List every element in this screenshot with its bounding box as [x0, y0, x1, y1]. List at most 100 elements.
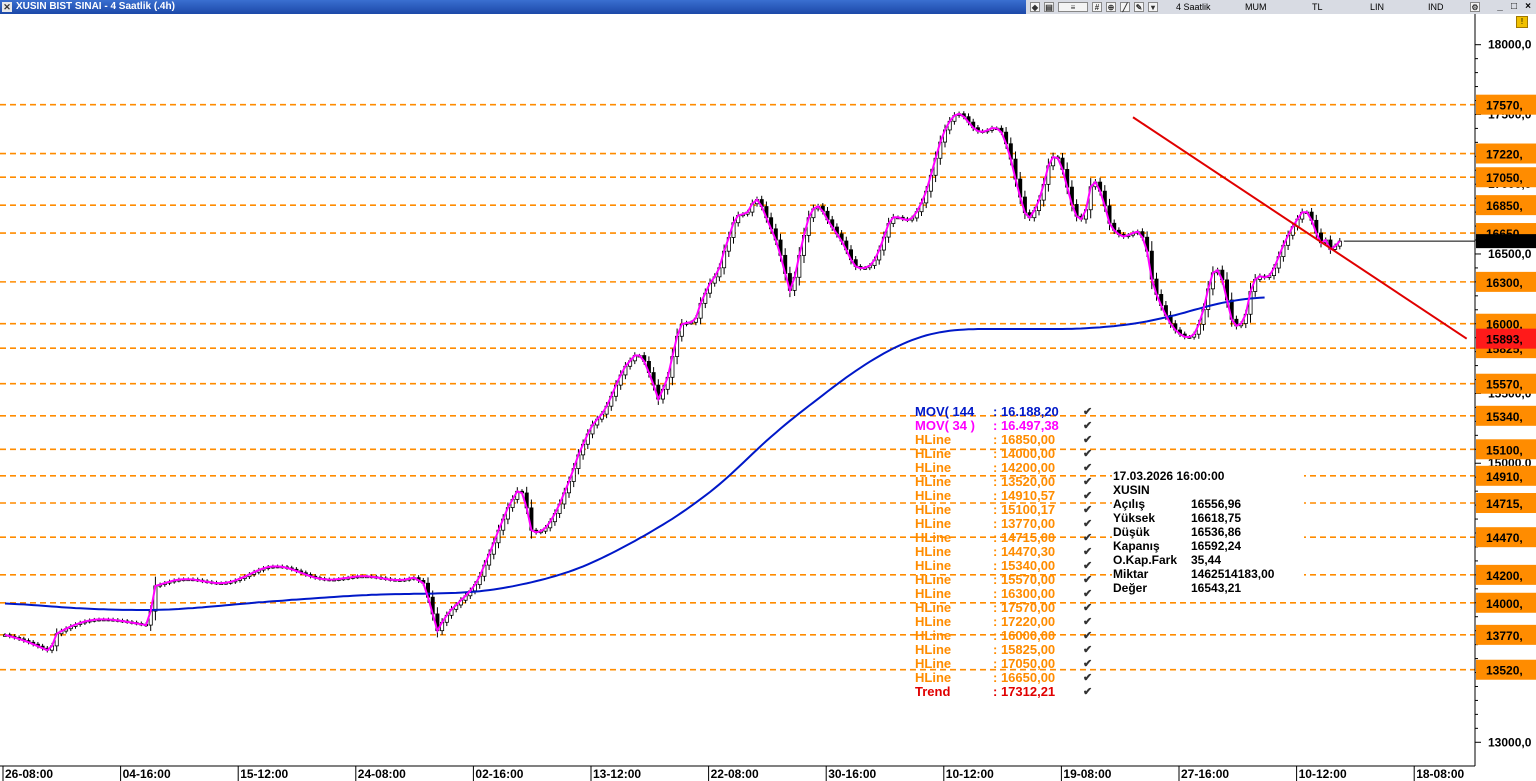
hline-label-5: 16300,: [1486, 276, 1523, 290]
legend-value: : 14000,00: [993, 446, 1056, 461]
visibility-check-icon[interactable]: ✔: [1083, 434, 1093, 446]
hline-label-13: 14470,: [1486, 531, 1523, 545]
legend-value: : 13520,00: [993, 474, 1056, 489]
info-value: 35,44: [1191, 553, 1222, 567]
legend-label: HLine: [915, 474, 952, 489]
visibility-check-icon[interactable]: ✔: [1083, 560, 1093, 572]
indicator-list-icon[interactable]: ≡: [1058, 2, 1088, 12]
legend-value: : 16.497,38: [993, 418, 1059, 433]
y-tick-label-0: 18000,0: [1488, 38, 1532, 52]
x-axis-labels: 26-08:00 04-16:00 15-12:00 24-08:00 02-16:00…: [2, 766, 1465, 781]
close-button[interactable]: ×: [1522, 1, 1534, 13]
chevron-down-icon[interactable]: ▾: [1148, 2, 1158, 12]
indicator-selector[interactable]: IND: [1428, 2, 1444, 12]
legend-value: : 13770,00: [993, 516, 1056, 531]
legend-label: HLine: [915, 446, 952, 461]
hline-label-9: 15340,: [1486, 410, 1523, 424]
hline-label-13-bg: [1476, 527, 1536, 548]
legend-value: : 15340,00: [993, 558, 1056, 573]
legend-value: : 14910,57: [993, 488, 1056, 503]
hline-label-14-bg: [1476, 564, 1536, 585]
legend-value: : 16850,00: [993, 432, 1056, 447]
hline-label-3: 16850,: [1486, 199, 1523, 213]
hline-label-0: 17570,: [1486, 99, 1523, 113]
info-value: 16618,75: [1191, 511, 1242, 525]
visibility-check-icon[interactable]: ✔: [1083, 672, 1093, 684]
info-key: Kapanış: [1113, 539, 1160, 553]
info-row: Kapanış 16592,24: [1112, 539, 1304, 553]
price-chart[interactable]: 18000,017500,017000,016500,016000,015500…: [0, 14, 1536, 781]
visibility-check-icon[interactable]: ✔: [1083, 616, 1093, 628]
legend-label: HLine: [915, 488, 952, 503]
grid-icon[interactable]: #: [1092, 2, 1102, 12]
x-tick-label-12: 18-08:00: [1416, 767, 1464, 781]
visibility-check-icon[interactable]: ✔: [1083, 518, 1093, 530]
maximize-button[interactable]: □: [1508, 1, 1520, 13]
window-menu-icon[interactable]: ✕: [2, 2, 12, 12]
hline-label-11-bg: [1476, 465, 1536, 486]
x-tick-label-10: 27-16:00: [1181, 767, 1229, 781]
visibility-check-icon[interactable]: ✔: [1083, 462, 1093, 474]
legend-value: : 14200,00: [993, 460, 1056, 475]
ohlc-info-panel: 17.03.2026 16:00:00 XUSIN Açılış 16556,96…: [1112, 469, 1304, 595]
info-value: 16543,21: [1191, 581, 1242, 595]
legend-value: : 16650,00: [993, 670, 1056, 685]
zoom-icon[interactable]: ⊕: [1106, 2, 1116, 12]
trend-price-label-bg: [1476, 328, 1536, 349]
x-tick-label-1: 04-16:00: [123, 767, 171, 781]
visibility-check-icon[interactable]: ✔: [1083, 420, 1093, 432]
visibility-check-icon[interactable]: ✔: [1083, 602, 1093, 614]
visibility-check-icon[interactable]: ✔: [1083, 490, 1093, 502]
visibility-check-icon[interactable]: ✔: [1083, 630, 1093, 642]
x-tick-label-8: 10-12:00: [946, 767, 994, 781]
hline-label-12: 14715,: [1486, 497, 1523, 511]
visibility-check-icon[interactable]: ✔: [1083, 532, 1093, 544]
color-icon[interactable]: ◆: [1030, 2, 1040, 12]
visibility-check-icon[interactable]: ✔: [1083, 574, 1093, 586]
visibility-check-icon[interactable]: ✔: [1083, 686, 1093, 698]
hline-label-5-bg: [1476, 271, 1536, 292]
visibility-check-icon[interactable]: ✔: [1083, 546, 1093, 558]
legend-value: : 17050,00: [993, 656, 1056, 671]
last-price-badge: [1476, 234, 1536, 249]
info-key: Düşük: [1113, 525, 1150, 539]
currency-selector[interactable]: TL: [1312, 2, 1323, 12]
legend-label: HLine: [915, 432, 952, 447]
chart-toolbar: ◆ ▤ ≡ # ⊕ ╱ ✎ ▾ 4 Saatlik MUM TL LIN IND…: [1026, 0, 1536, 14]
template-icon[interactable]: ▤: [1044, 2, 1054, 12]
hline-label-8: 15570,: [1486, 378, 1523, 392]
legend-label: HLine: [915, 530, 952, 545]
visibility-check-icon[interactable]: ✔: [1083, 588, 1093, 600]
scale-selector[interactable]: LIN: [1370, 2, 1385, 12]
visibility-check-icon[interactable]: ✔: [1083, 406, 1093, 418]
draw-line-icon[interactable]: ╱: [1120, 2, 1130, 12]
info-value: 16556,96: [1191, 497, 1242, 511]
legend-label: HLine: [915, 516, 952, 531]
y-tick-label-10: 13000,0: [1488, 735, 1532, 749]
info-symbol-row: XUSIN: [1112, 483, 1304, 497]
minimize-button[interactable]: _: [1494, 1, 1506, 13]
trend-price-label: 15893,: [1486, 333, 1523, 347]
hline-label-11: 14910,: [1486, 470, 1523, 484]
hline-label-15: 14000,: [1486, 597, 1523, 611]
hline-label-1-bg: [1476, 143, 1536, 164]
settings-icon[interactable]: ⚙: [1470, 2, 1480, 12]
legend-value: : 15825,00: [993, 642, 1056, 657]
alert-icon[interactable]: !: [1516, 16, 1528, 28]
visibility-check-icon[interactable]: ✔: [1083, 448, 1093, 460]
trend-line[interactable]: [1132, 116, 1468, 340]
info-row: Açılış 16556,96: [1112, 497, 1304, 511]
pencil-icon[interactable]: ✎: [1134, 2, 1144, 12]
visibility-check-icon[interactable]: ✔: [1083, 504, 1093, 516]
visibility-check-icon[interactable]: ✔: [1083, 658, 1093, 670]
visibility-check-icon[interactable]: ✔: [1083, 644, 1093, 656]
hline-label-10-bg: [1476, 439, 1536, 460]
timeframe-selector[interactable]: 4 Saatlik: [1176, 2, 1211, 12]
hline-label-17: 13520,: [1486, 664, 1523, 678]
hline-label-12-bg: [1476, 493, 1536, 514]
x-tick-label-9: 19-08:00: [1063, 767, 1111, 781]
chart-type-selector[interactable]: MUM: [1245, 2, 1267, 12]
visibility-check-icon[interactable]: ✔: [1083, 476, 1093, 488]
info-value: 16592,24: [1191, 539, 1242, 553]
info-key: Yüksek: [1113, 511, 1156, 525]
